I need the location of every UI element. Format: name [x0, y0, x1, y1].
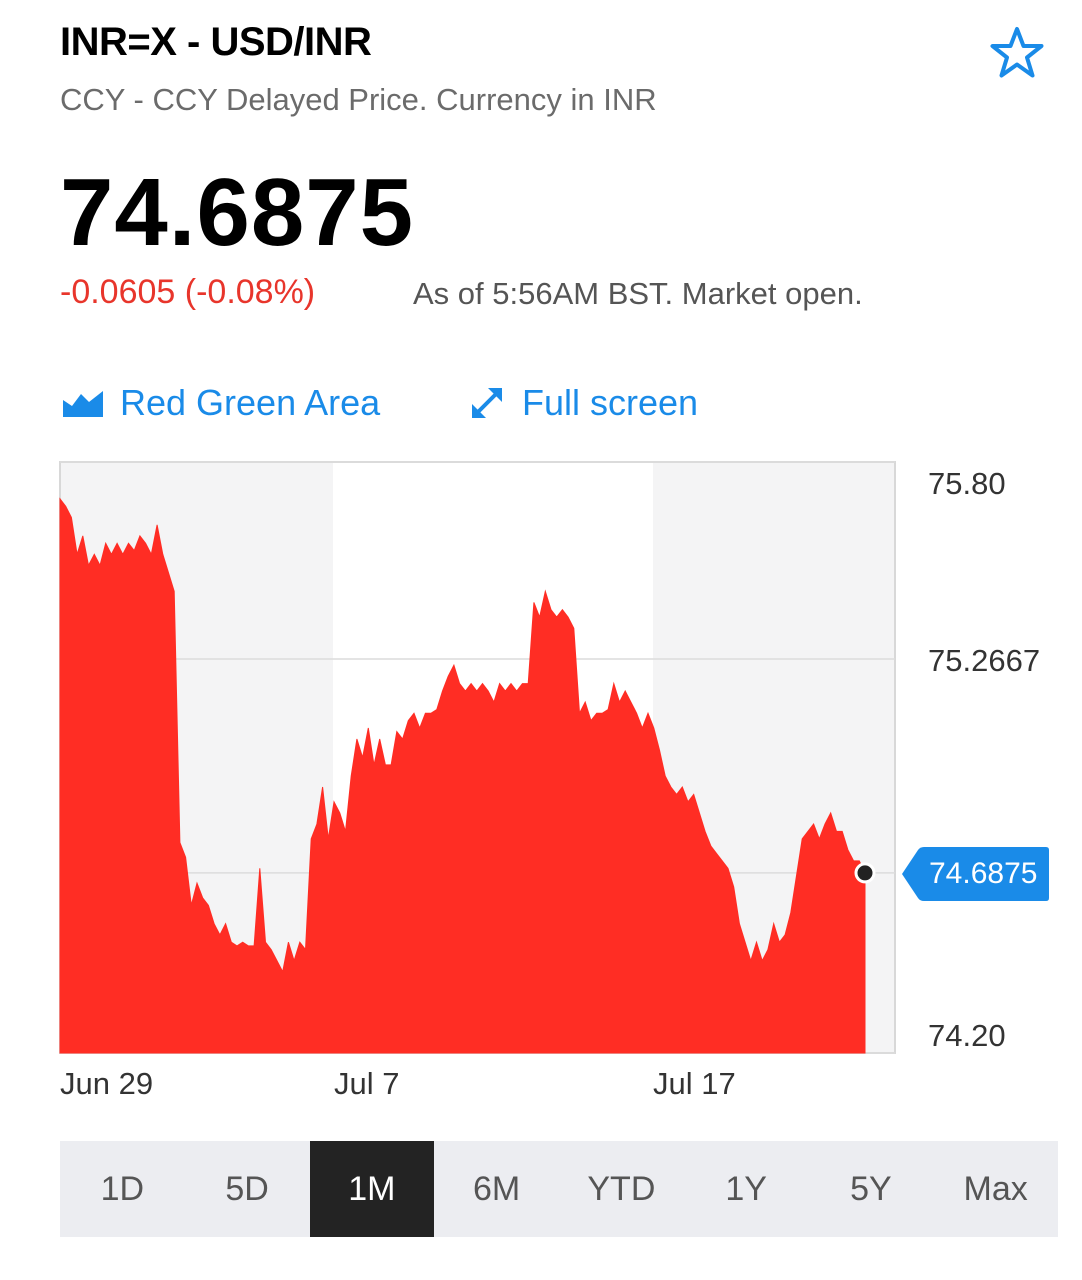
chart-type-button[interactable]: Red Green Area [62, 382, 380, 424]
full-screen-button[interactable]: Full screen [468, 382, 698, 424]
range-button-1m[interactable]: 1M [309, 1141, 435, 1237]
y-tick-label: 75.80 [928, 466, 1006, 501]
current-price: 74.6875 [60, 159, 415, 266]
time-range-selector: 1D 5D 1M 6M YTD 1Y 5Y Max [60, 1141, 1058, 1237]
range-button-5d[interactable]: 5D [225, 1169, 269, 1208]
chart-type-label: Red Green Area [120, 382, 381, 423]
range-button-1y[interactable]: 1Y [725, 1169, 767, 1208]
expand-arrows-icon [472, 388, 502, 418]
x-tick-label: Jul 17 [653, 1066, 736, 1101]
current-price-tag-label: 74.6875 [929, 857, 1038, 890]
ticker-title: INR=X - USD/INR [60, 20, 372, 64]
as-of-timestamp: As of 5:56AM BST. Market open. [413, 276, 863, 311]
range-button-1d[interactable]: 1D [100, 1169, 145, 1208]
area-chart-icon [63, 391, 103, 417]
full-screen-label: Full screen [522, 382, 699, 423]
last-price-dot [854, 862, 876, 884]
y-tick-label: 75.2667 [928, 643, 1041, 678]
x-tick-label: Jul 7 [334, 1066, 400, 1101]
star-outline-icon[interactable] [988, 25, 1046, 83]
range-button-5y[interactable]: 5Y [850, 1169, 892, 1208]
x-tick-label: Jun 29 [60, 1066, 154, 1101]
price-area [59, 497, 866, 1054]
range-button-6m[interactable]: 6M [473, 1169, 521, 1208]
range-button-max[interactable]: Max [963, 1169, 1028, 1208]
quote-subtitle: CCY - CCY Delayed Price. Currency in INR [60, 82, 657, 117]
y-tick-label: 74.20 [928, 1018, 1006, 1053]
price-change: -0.0605 (-0.08%) [60, 273, 316, 311]
current-price-tag: 74.6875 [902, 846, 1050, 902]
range-button-ytd[interactable]: YTD [587, 1169, 656, 1208]
